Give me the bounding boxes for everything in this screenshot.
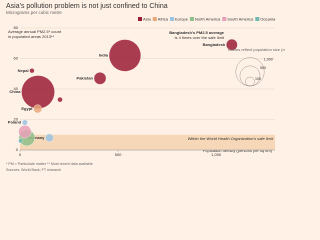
legend-swatch <box>189 17 194 21</box>
legend-label: Africa <box>158 16 169 21</box>
annotation: Bangladesh's PM2.5 average <box>169 30 225 35</box>
legend-label: Oceania <box>260 16 276 21</box>
bubble-label: Egypt <box>21 106 33 111</box>
bubble-label: India <box>99 53 109 58</box>
safe-limit-band <box>20 134 275 150</box>
size-legend-label: 100 <box>255 77 261 81</box>
chart: Asia's pollution problem is not just con… <box>6 3 285 172</box>
bubble <box>21 75 55 109</box>
y-tick-label: 0 <box>16 147 19 152</box>
size-legend-label: 500 <box>260 66 266 70</box>
bubble <box>18 138 23 144</box>
bubble-label: Bangladesh <box>203 42 226 47</box>
chart-title: Asia's pollution problem is not just con… <box>6 3 168 10</box>
legend-swatch <box>152 17 157 21</box>
legend-label: North America <box>195 16 221 21</box>
bubble <box>33 104 42 114</box>
legend-label: Europe <box>175 16 189 21</box>
y-tick-label: 20 <box>14 117 19 122</box>
bubble-label: Nepal <box>18 68 29 73</box>
bubble <box>108 39 142 72</box>
bubble-label: Pakistan <box>77 75 94 80</box>
size-legend-title: Circles reflect population size (m) <box>228 47 285 52</box>
bubble-label: Poland <box>8 120 22 125</box>
bubble <box>18 125 32 139</box>
y-tick-label: 40 <box>14 86 19 91</box>
annotation: is 4 times over the safe limit <box>175 35 225 40</box>
bubble <box>226 39 238 51</box>
bubble <box>45 133 54 142</box>
legend-swatch <box>255 17 260 21</box>
x-tick-label: 1,000 <box>211 152 222 157</box>
size-legend-circle <box>245 76 255 87</box>
legend-swatch <box>170 17 175 21</box>
y-axis-label: Average annual PM2.5* count <box>8 29 62 34</box>
x-tick-label: 500 <box>115 152 122 157</box>
footnote: * PM = Particulate matter ** Most recent… <box>6 162 93 166</box>
legend-swatch <box>138 17 142 21</box>
safe-limit-label: Within the World Health Organization's s… <box>188 136 274 141</box>
bubble <box>57 97 63 103</box>
bubble <box>21 119 28 126</box>
x-axis-label: Population density (persons per sq km) <box>203 148 273 153</box>
y-tick-label: 60 <box>14 56 19 61</box>
chart-subtitle: Micrograms per cubic metre <box>6 10 62 15</box>
legend-swatch <box>222 17 227 21</box>
y-axis-label: in populated areas 2013** <box>8 34 54 39</box>
size-legend-circle <box>235 57 265 87</box>
x-tick-label: 0 <box>19 152 22 157</box>
bubble <box>93 72 107 85</box>
legend-label: South America <box>227 16 254 21</box>
bubble <box>29 68 35 74</box>
y-tick-label: 80 <box>14 25 19 30</box>
size-legend-label: 1,000 <box>264 57 273 61</box>
bubble-label: Germany <box>27 135 45 140</box>
size-legend-circle <box>239 65 261 87</box>
bubble-label: China <box>9 89 21 94</box>
legend-label: Asia <box>143 16 152 21</box>
footnote: Sources: World Bank; FT research <box>6 168 61 172</box>
